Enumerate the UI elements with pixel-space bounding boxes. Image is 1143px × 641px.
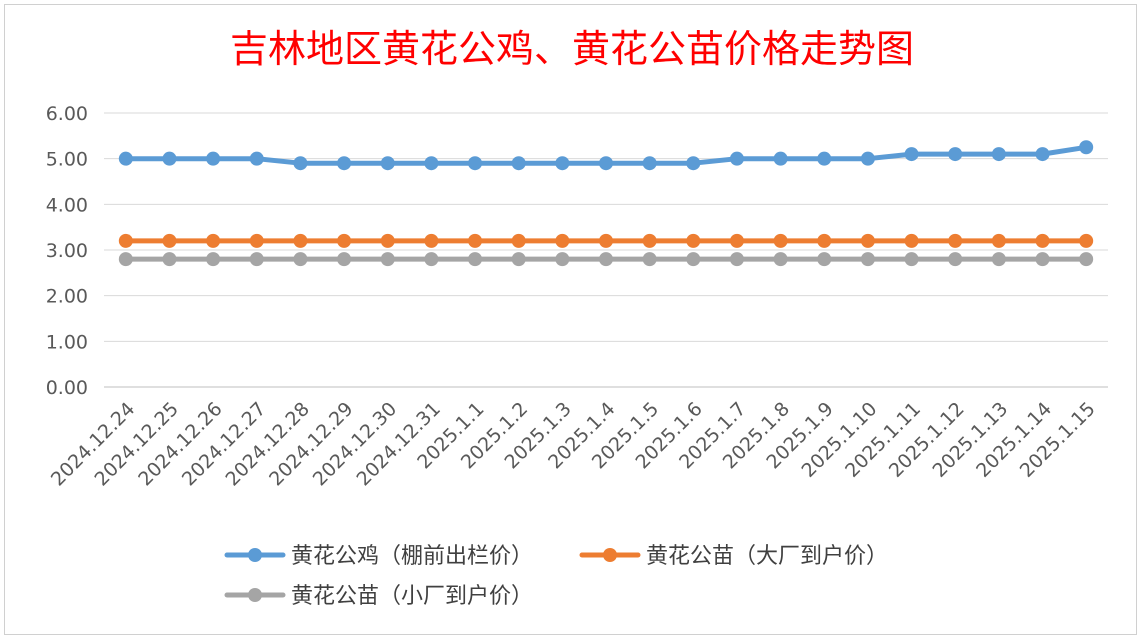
legend-item: 黄花公鸡（棚前出栏价）: [224, 544, 533, 569]
series: [118, 233, 1094, 248]
data-point: [773, 233, 788, 248]
data-point: [948, 233, 963, 248]
data-point: [817, 252, 832, 267]
data-point: [511, 156, 526, 171]
data-point: [293, 252, 308, 267]
data-point: [991, 233, 1006, 248]
y-tick-label: 3.00: [46, 240, 88, 262]
data-point: [904, 147, 919, 162]
y-tick-label: 0.00: [46, 377, 88, 399]
data-point: [729, 151, 744, 166]
data-point: [1079, 140, 1094, 155]
data-point: [642, 156, 657, 171]
data-point: [206, 151, 221, 166]
y-tick-label: 2.00: [46, 286, 88, 308]
legend-label: 黄花公鸡（棚前出栏价）: [291, 544, 533, 569]
data-point: [948, 252, 963, 267]
y-axis-ticks: 0.00 1.00 2.00 3.00 4.00 5.00 6.00: [46, 103, 88, 399]
chart-frame: [4, 4, 1137, 635]
y-tick-label: 1.00: [46, 331, 88, 353]
data-point: [1079, 252, 1094, 267]
data-point: [162, 233, 177, 248]
series: [118, 252, 1094, 267]
data-point: [599, 156, 613, 171]
data-point: [991, 147, 1006, 162]
data-point: [817, 233, 832, 248]
data-point: [293, 156, 308, 171]
series: [118, 140, 1094, 171]
data-point: [1035, 233, 1050, 248]
data-point: [468, 233, 483, 248]
data-point: [1079, 233, 1094, 248]
data-point: [511, 252, 526, 267]
legend-marker: [248, 548, 262, 562]
data-point: [118, 252, 133, 267]
x-axis-ticks: 2024.12.242024.12.252024.12.262024.12.27…: [47, 398, 1100, 490]
data-point: [249, 151, 264, 166]
data-point: [686, 252, 701, 267]
y-tick-label: 5.00: [46, 149, 88, 171]
data-point: [162, 151, 177, 166]
data-point: [293, 233, 308, 248]
data-point: [380, 156, 395, 171]
legend-marker: [248, 588, 262, 602]
data-point: [817, 151, 832, 166]
data-point: [1035, 252, 1050, 267]
legend-label: 黄花公苗（大厂到户价）: [646, 544, 888, 569]
data-point: [337, 156, 352, 171]
data-point: [468, 252, 483, 267]
data-point: [642, 233, 657, 248]
data-point: [206, 233, 221, 248]
data-point: [424, 233, 439, 248]
data-point: [773, 252, 788, 267]
y-tick-label: 4.00: [46, 194, 88, 216]
data-point: [118, 151, 133, 166]
data-point: [424, 252, 439, 267]
data-point: [424, 156, 439, 171]
data-point: [249, 252, 264, 267]
data-point: [118, 233, 133, 248]
y-tick-label: 6.00: [46, 103, 88, 125]
data-point: [904, 233, 919, 248]
legend-marker: [603, 548, 617, 562]
chart-title: 吉林地区黄花公鸡、黄花公苗价格走势图: [230, 27, 914, 71]
data-point: [511, 233, 526, 248]
legend: 黄花公鸡（棚前出栏价） 黄花公苗（大厂到户价） 黄花公苗（小厂到户价）: [224, 544, 888, 609]
data-point: [337, 252, 352, 267]
data-point: [686, 156, 701, 171]
data-point: [468, 156, 483, 171]
data-point: [860, 233, 875, 248]
data-point: [380, 233, 395, 248]
data-point: [948, 147, 963, 162]
data-point: [729, 233, 744, 248]
data-point: [904, 252, 919, 267]
legend-label: 黄花公苗（小厂到户价）: [291, 584, 533, 609]
data-point: [642, 252, 657, 267]
data-point: [599, 233, 613, 248]
data-point: [773, 151, 788, 166]
data-point: [206, 252, 221, 267]
data-point: [162, 252, 177, 267]
data-point: [380, 252, 395, 267]
data-point: [555, 252, 570, 267]
data-point: [249, 233, 264, 248]
series-lines: [118, 140, 1094, 267]
data-point: [599, 252, 613, 267]
data-point: [1035, 147, 1050, 162]
data-point: [555, 156, 570, 171]
data-point: [860, 151, 875, 166]
data-point: [555, 233, 570, 248]
data-point: [729, 252, 744, 267]
data-point: [337, 233, 352, 248]
data-point: [686, 233, 701, 248]
data-point: [991, 252, 1006, 267]
legend-item: 黄花公苗（小厂到户价）: [224, 584, 533, 609]
legend-item: 黄花公苗（大厂到户价）: [579, 544, 888, 569]
data-point: [860, 252, 875, 267]
